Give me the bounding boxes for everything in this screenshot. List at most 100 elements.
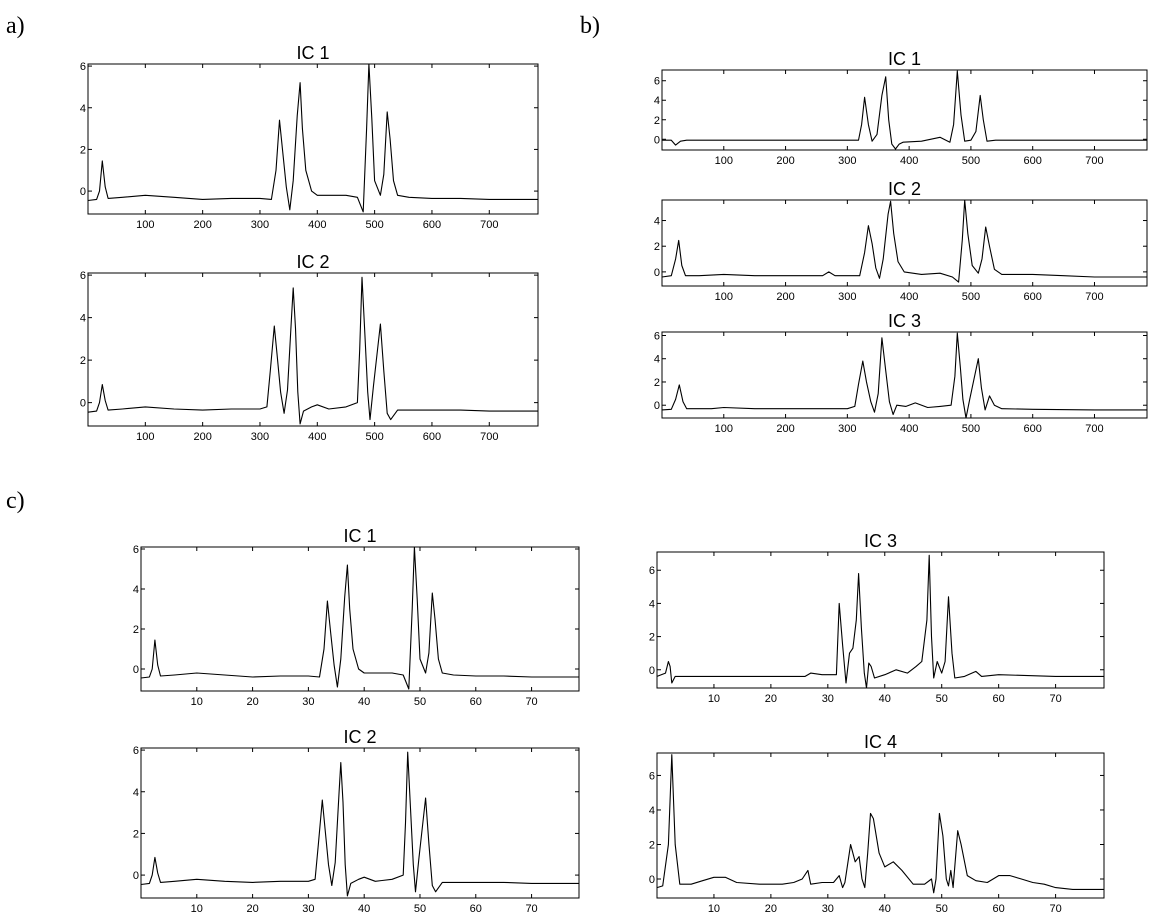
y-tick-label: 4: [80, 313, 86, 325]
plot-frame: [140, 747, 580, 899]
plot-frame: [661, 69, 1148, 151]
x-tick-label: 60: [993, 903, 1005, 915]
chart-2: IC 1 100 200 300 400 500 600 700 0 2 4 6: [654, 49, 1148, 167]
chart-title: IC 2: [343, 727, 376, 747]
y-tick-label: 4: [654, 354, 660, 366]
series-line: [87, 63, 538, 213]
x-tick-label: 100: [715, 423, 733, 435]
chart-7: IC 2 10 20 30 40 50 60 70 0 2 4 6: [133, 727, 580, 915]
x-tick-label: 20: [765, 693, 777, 705]
x-tick-label: 500: [365, 431, 383, 443]
x-tick-label: 300: [838, 155, 856, 167]
x-tick-label: 400: [900, 155, 918, 167]
y-tick-label: 6: [654, 76, 660, 88]
x-tick-label: 700: [1085, 291, 1103, 303]
y-tick-label: 2: [649, 839, 655, 851]
y-tick-label: 2: [133, 828, 139, 840]
x-tick-label: 600: [1024, 423, 1042, 435]
x-tick-label: 700: [480, 431, 498, 443]
y-tick-label: 6: [133, 745, 139, 757]
panel-label-b: b): [580, 13, 600, 39]
y-tick-label: 0: [80, 398, 86, 410]
y-tick-label: 4: [649, 598, 655, 610]
x-tick-label: 200: [776, 155, 794, 167]
x-tick-label: 10: [708, 903, 720, 915]
series-line: [662, 70, 1147, 150]
y-tick-label: 0: [80, 186, 86, 198]
x-tick-label: 600: [423, 431, 441, 443]
chart-4: IC 3 100 200 300 400 500 600 700 0 2 4 6: [654, 311, 1148, 435]
plot-frame: [87, 63, 539, 215]
x-tick-label: 60: [470, 696, 482, 708]
y-tick-label: 4: [80, 103, 86, 115]
series-line: [140, 751, 579, 897]
y-tick-label: 6: [649, 565, 655, 577]
x-tick-label: 500: [962, 291, 980, 303]
x-tick-label: 200: [776, 423, 794, 435]
x-tick-label: 20: [765, 903, 777, 915]
x-tick-label: 400: [900, 423, 918, 435]
x-tick-label: 10: [191, 903, 203, 915]
x-tick-label: 60: [993, 693, 1005, 705]
x-tick-label: 300: [251, 219, 269, 231]
plot-frame: [656, 752, 1105, 899]
y-tick-label: 2: [133, 624, 139, 636]
x-tick-label: 30: [822, 693, 834, 705]
x-tick-label: 600: [423, 219, 441, 231]
x-tick-label: 50: [414, 696, 426, 708]
x-tick-label: 70: [525, 903, 537, 915]
y-tick-label: 4: [133, 584, 139, 596]
plot-frame: [87, 272, 539, 427]
panel-label-a: a): [6, 13, 25, 39]
chart-title: IC 2: [888, 179, 921, 199]
x-tick-label: 400: [900, 291, 918, 303]
x-tick-label: 30: [302, 903, 314, 915]
series-line: [656, 754, 1104, 894]
x-tick-label: 50: [936, 903, 948, 915]
chart-title: IC 1: [296, 43, 329, 63]
chart-title: IC 1: [343, 526, 376, 546]
x-tick-label: 40: [879, 903, 891, 915]
x-tick-label: 70: [1049, 693, 1061, 705]
x-tick-label: 700: [1085, 423, 1103, 435]
series-line: [656, 554, 1104, 689]
x-tick-label: 30: [302, 696, 314, 708]
y-tick-label: 2: [654, 241, 660, 253]
x-tick-label: 200: [193, 219, 211, 231]
x-tick-label: 700: [480, 219, 498, 231]
chart-5: IC 1 10 20 30 40 50 60 70 0 2 4 6: [133, 526, 580, 708]
y-tick-label: 0: [133, 664, 139, 676]
y-tick-label: 4: [133, 787, 139, 799]
plot-frame: [140, 546, 580, 692]
y-tick-label: 2: [80, 144, 86, 156]
x-tick-label: 50: [414, 903, 426, 915]
y-tick-label: 0: [133, 870, 139, 882]
x-tick-label: 400: [308, 431, 326, 443]
x-tick-label: 40: [358, 903, 370, 915]
y-tick-label: 0: [649, 874, 655, 886]
y-tick-label: 2: [654, 115, 660, 127]
y-tick-label: 0: [654, 267, 660, 279]
x-tick-label: 40: [879, 693, 891, 705]
y-tick-label: 2: [80, 355, 86, 367]
y-tick-label: 2: [649, 632, 655, 644]
y-tick-label: 4: [654, 95, 660, 107]
x-tick-label: 100: [136, 219, 154, 231]
series-line: [140, 546, 579, 690]
x-tick-label: 500: [962, 423, 980, 435]
chart-title: IC 3: [864, 531, 897, 551]
y-tick-label: 0: [649, 665, 655, 677]
x-tick-label: 40: [358, 696, 370, 708]
series-line: [661, 332, 1147, 419]
x-tick-label: 600: [1024, 291, 1042, 303]
chart-title: IC 1: [888, 49, 921, 69]
chart-1: IC 2 100 200 300 400 500 600 700 0 2 4 6: [80, 252, 539, 443]
chart-title: IC 3: [888, 311, 921, 331]
plot-frame: [656, 551, 1105, 689]
x-tick-label: 50: [936, 693, 948, 705]
x-tick-label: 200: [193, 431, 211, 443]
y-tick-label: 6: [133, 544, 139, 556]
x-tick-label: 10: [191, 696, 203, 708]
